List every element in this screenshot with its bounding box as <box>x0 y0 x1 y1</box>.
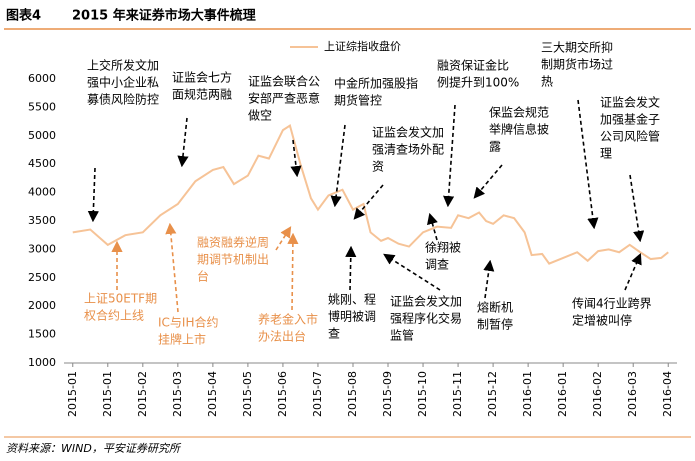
x-tick-label: 2015-07 <box>311 371 324 417</box>
annotation-text: 姚刚、程 <box>328 292 376 307</box>
annotation-text: 证监会发文加 <box>372 125 444 140</box>
annotation-text: 理 <box>600 147 612 161</box>
y-tick-label: 3000 <box>28 242 56 255</box>
annotation-arrow <box>165 222 179 313</box>
annotation-arrow <box>624 252 642 291</box>
x-tick-label: 2015-08 <box>346 371 359 417</box>
annotation-text: 徐翔被 <box>425 240 461 255</box>
x-tick-label: 2015-12 <box>486 371 499 417</box>
y-tick-label: 5000 <box>28 129 56 142</box>
annotation-arrow <box>87 167 99 223</box>
annotation-text: 例提升到100% <box>437 75 519 90</box>
y-tick-label: 6000 <box>28 72 56 85</box>
annotation-text: 加强基金子 <box>600 112 660 127</box>
x-tick-label: 2015-06 <box>276 371 289 417</box>
x-tick-label: 2015-02 <box>136 371 149 417</box>
annotation-text: 制期货市场过 <box>541 57 613 72</box>
annotation-arrow <box>473 164 503 199</box>
annotation-text: 公司风险管 <box>600 129 660 144</box>
x-tick-label: 2016-01 <box>556 371 569 417</box>
annotation-text: 做空 <box>248 108 272 123</box>
annotation-text: 热 <box>541 75 553 89</box>
x-tick-label: 2016-02 <box>591 371 604 417</box>
annotation-text: 制暂停 <box>477 317 513 332</box>
x-tick-label: 2015-03 <box>171 371 184 417</box>
annotation-text: 养老金入市 <box>258 312 318 327</box>
annotation-text: 熔断机 <box>477 300 513 315</box>
x-tick-label: 2015-10 <box>416 371 429 417</box>
x-tick-label: 2016-04 <box>661 371 674 417</box>
annotation-text: 上交所发文加 <box>87 58 159 73</box>
annotation-text: 传闻4行业跨界 <box>572 296 652 311</box>
annotation-text: 台 <box>197 269 209 284</box>
chart-title: 2015 年来证券市场大事件梳理 <box>72 8 256 24</box>
x-tick-label: 2015-01 <box>101 371 114 417</box>
annotation-text: IC与IH合约 <box>158 315 218 330</box>
annotation-arrow <box>177 117 189 168</box>
x-tick-label: 2016-01 <box>521 371 534 417</box>
annotation-text: 挂牌上市 <box>158 332 206 347</box>
annotation-text: 期货管控 <box>334 93 382 108</box>
annotation-text: 三大期交所抑 <box>541 40 613 55</box>
annotation-text: 资 <box>372 160 384 174</box>
y-tick-label: 1000 <box>28 356 56 369</box>
annotation-text: 露 <box>489 140 501 154</box>
annotation-text: 上证50ETF期 <box>84 292 157 306</box>
annotation-text: 募债风险防控 <box>87 92 159 107</box>
annotation-text: 证监会发文 <box>600 95 660 110</box>
annotation-text: 融资融券逆周 <box>197 235 269 250</box>
annotation-arrow <box>345 245 357 291</box>
annotation-text: 博明被调 <box>328 309 376 324</box>
annotation-arrow <box>483 259 495 299</box>
x-tick-label: 2015-01 <box>66 371 79 417</box>
annotation-text: 面规范两融 <box>172 87 232 102</box>
y-tick-label: 5500 <box>28 100 56 113</box>
annotation-text: 中金所加强股指 <box>334 76 418 91</box>
annotation-arrow <box>427 212 438 241</box>
annotation-text: 办法出台 <box>258 329 306 344</box>
x-tick-label: 2015-11 <box>451 371 464 417</box>
annotation-text: 强中小企业私 <box>87 75 159 90</box>
annotation-text: 融资保证金比 <box>437 58 509 73</box>
annotation-arrow <box>577 99 599 230</box>
annotation-text: 调查 <box>425 258 449 272</box>
annotation-text: 证监会联合公 <box>248 74 320 89</box>
annotation-text: 保监会规范 <box>489 105 549 120</box>
annotation-text: 监管 <box>390 328 414 343</box>
annotation-text: 安部严查恶意 <box>248 91 320 106</box>
annotation-arrow <box>275 226 292 251</box>
annotation-arrow <box>383 253 441 291</box>
annotation-text: 证监会发文加 <box>390 294 462 309</box>
annotation-text: 定增被叫停 <box>572 313 632 328</box>
source: 资料来源：WIND，平安证券研究所 <box>6 442 182 455</box>
x-tick-label: 2015-04 <box>206 371 219 417</box>
annotation-text: 强清查场外配 <box>372 143 444 157</box>
annotation-text: 强程序化交易 <box>390 311 462 326</box>
y-tick-label: 4500 <box>28 157 56 170</box>
annotation-arrow <box>629 174 645 243</box>
y-tick-label: 2000 <box>28 299 56 312</box>
annotation-text: 举牌信息披 <box>489 122 549 137</box>
annotation-text: 期调节机制出 <box>197 253 269 267</box>
annotation-arrow <box>290 139 302 178</box>
annotation-arrow <box>287 232 299 311</box>
annotation-text: 证监会七方 <box>172 70 232 85</box>
y-tick-label: 4000 <box>28 186 56 199</box>
x-tick-label: 2015-09 <box>381 371 394 417</box>
x-tick-label: 2015-05 <box>241 371 254 417</box>
y-tick-label: 1500 <box>28 328 56 341</box>
y-tick-label: 2500 <box>28 271 56 284</box>
x-tick-label: 2016-03 <box>626 371 639 417</box>
figure-label: 图表4 <box>6 8 41 24</box>
annotation-arrow <box>353 184 384 220</box>
annotation-arrow <box>443 104 456 208</box>
annotation-text: 权合约上线 <box>84 308 144 323</box>
series-line <box>72 123 669 265</box>
legend-label: 上证综指收盘价 <box>324 39 401 53</box>
y-tick-label: 3500 <box>28 214 56 227</box>
annotation-text: 查 <box>328 327 340 341</box>
